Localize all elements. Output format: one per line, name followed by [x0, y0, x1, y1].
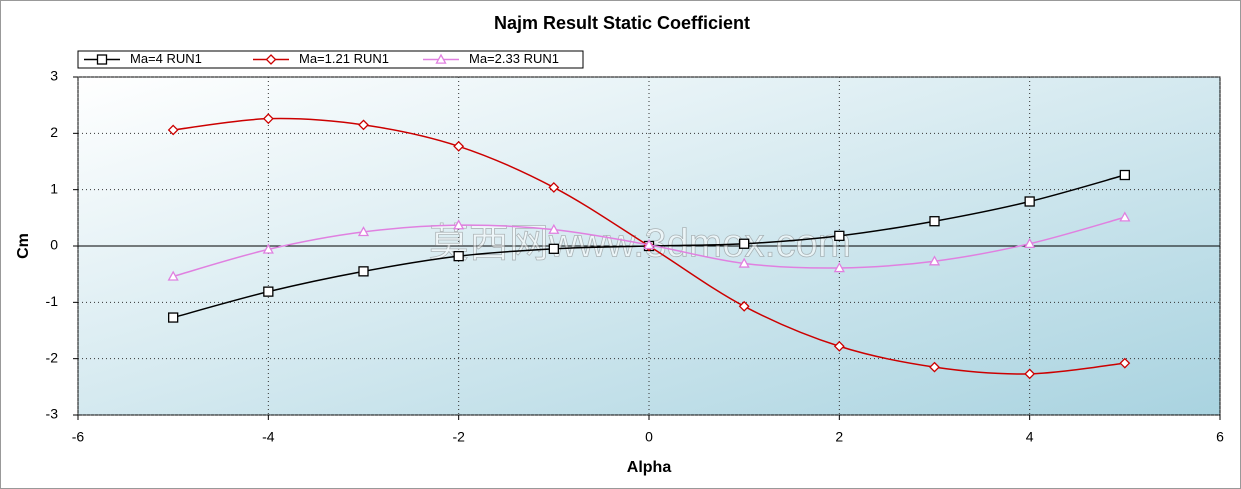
legend-marker: [96, 54, 108, 65]
legend: [77, 50, 584, 69]
y-tick-label: 3: [50, 68, 58, 84]
legend-label: Ma=1.21 RUN1: [299, 51, 389, 66]
marker: [738, 257, 750, 268]
marker: [833, 262, 845, 273]
marker: [548, 243, 559, 254]
marker: [929, 216, 940, 227]
marker: [167, 270, 179, 281]
legend-label: Ma=4 RUN1: [130, 51, 202, 66]
x-axis-label: Alpha: [627, 459, 672, 476]
y-tick-label: -3: [46, 406, 59, 422]
marker: [263, 286, 274, 297]
marker: [1024, 368, 1036, 380]
marker: [358, 119, 369, 131]
marker: [167, 124, 179, 136]
marker: [548, 223, 560, 234]
marker: [453, 140, 465, 152]
x-tick-label: -2: [452, 429, 465, 445]
marker: [1119, 169, 1130, 181]
marker: [262, 113, 274, 125]
y-axis-label: Cm: [15, 233, 32, 259]
x-tick-label: -6: [72, 429, 85, 445]
marker: [739, 238, 750, 249]
y-tick-label: -1: [46, 293, 59, 309]
chart-title: Najm Result Static Coefficient: [494, 13, 750, 33]
x-tick-label: 4: [1026, 429, 1034, 445]
marker: [168, 312, 179, 323]
marker: [548, 181, 560, 193]
marker: [1024, 237, 1036, 248]
marker: [453, 250, 464, 262]
marker: [358, 266, 369, 277]
marker: [834, 230, 845, 242]
legend-label: Ma=2.33 RUN1: [469, 51, 559, 66]
marker: [453, 219, 465, 230]
marker: [928, 255, 941, 266]
marker: [1119, 357, 1131, 369]
x-tick-label: 6: [1216, 429, 1224, 445]
y-tick-label: -2: [46, 349, 59, 365]
marker: [929, 361, 940, 373]
marker: [833, 340, 845, 352]
y-tick-label: 2: [50, 124, 58, 140]
marker: [643, 239, 655, 250]
y-tick-label: 0: [50, 237, 58, 253]
marker: [357, 226, 370, 237]
marker: [1119, 211, 1131, 222]
x-tick-label: 2: [835, 429, 843, 445]
marker: [1024, 196, 1035, 207]
marker: [738, 300, 750, 312]
x-tick-label: -4: [262, 429, 275, 445]
legend-marker: [435, 53, 447, 64]
y-tick-label: 1: [50, 180, 58, 196]
legend-marker: [265, 54, 277, 65]
x-tick-label: 0: [645, 429, 653, 445]
marker: [262, 243, 274, 254]
